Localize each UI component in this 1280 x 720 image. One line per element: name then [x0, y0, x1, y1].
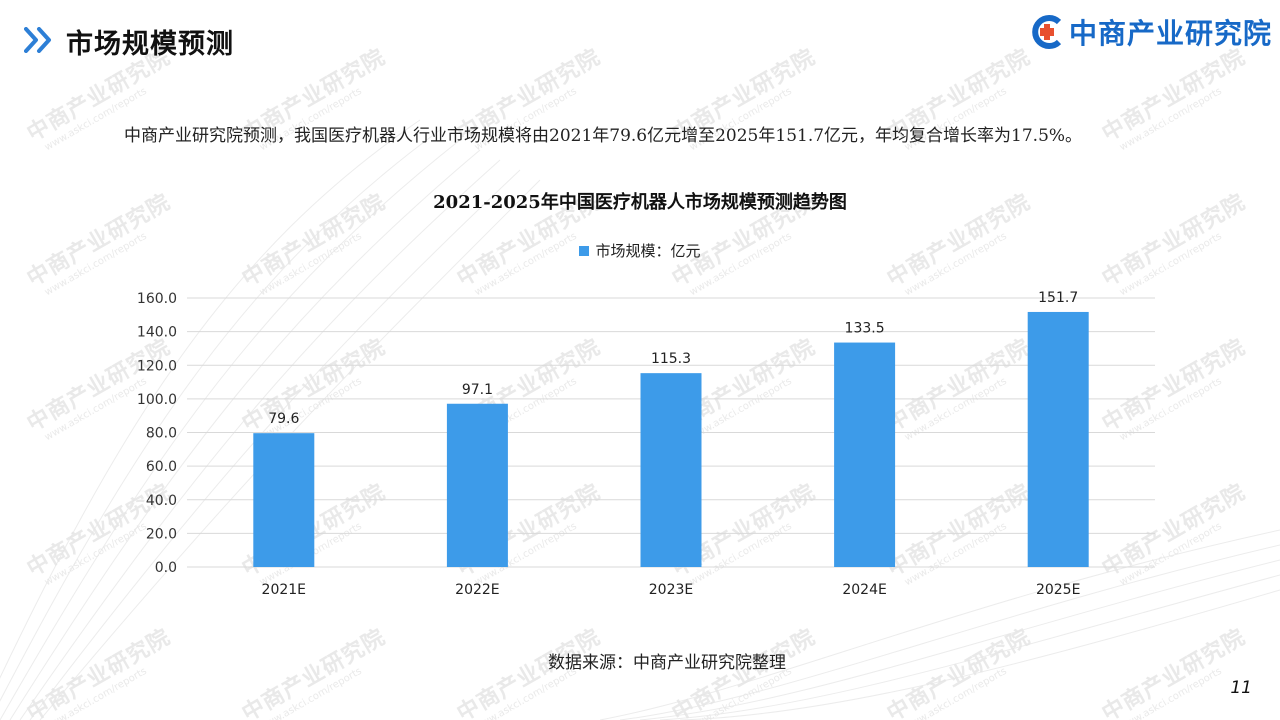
chart-title: 2021-2025年中国医疗机器人市场规模预测趋势图	[433, 192, 847, 213]
legend-swatch	[579, 245, 590, 256]
bar-2024E	[834, 342, 896, 567]
brand-logo-group: 中商产业研究院	[1029, 12, 1272, 52]
y-tick-label: 0.0	[155, 560, 177, 576]
bar-2022E	[446, 403, 508, 567]
y-tick-label: 40.0	[146, 493, 177, 509]
bar-2023E	[640, 373, 702, 567]
data-label: 79.6	[268, 411, 299, 427]
intro-paragraph: 中商产业研究院预测，我国医疗机器人行业市场规模将由2021年79.6亿元增至20…	[124, 126, 1083, 146]
data-source-note: 数据来源：中商产业研究院整理	[548, 653, 786, 673]
x-tick-label: 2024E	[842, 582, 886, 598]
chart-legend: 市场规模：亿元	[0, 240, 1280, 261]
data-label: 97.1	[462, 382, 493, 398]
chart-data-labels: 79.6 97.1 115.3 133.5 151.7	[268, 290, 1078, 427]
brand-logo-icon	[1032, 15, 1062, 49]
x-tick-label: 2021E	[262, 582, 306, 598]
data-label: 115.3	[651, 351, 691, 367]
x-tick-label: 2022E	[455, 582, 499, 598]
y-tick-label: 160.0	[137, 291, 177, 307]
brand-name: 中商产业研究院	[1068, 17, 1272, 50]
x-tick-label: 2023E	[649, 582, 693, 598]
y-tick-label: 120.0	[137, 358, 177, 374]
page-title: 市场规模预测	[66, 29, 234, 60]
y-tick-label: 60.0	[146, 459, 177, 475]
x-axis-tick-labels: 2021E 2022E 2023E 2024E 2025E	[262, 582, 1081, 598]
data-label: 151.7	[1038, 290, 1078, 306]
x-tick-label: 2025E	[1036, 582, 1080, 598]
y-tick-label: 20.0	[146, 526, 177, 542]
chart-bars	[253, 311, 1089, 567]
double-chevron-right-icon	[24, 27, 51, 53]
y-axis-tick-labels: 0.0 20.0 40.0 60.0 80.0 100.0 120.0 140.0 160.0	[137, 291, 177, 576]
y-tick-label: 80.0	[146, 426, 177, 442]
page-number: 11	[1230, 678, 1252, 698]
bar-2021E	[253, 433, 315, 567]
legend-label: 市场规模：亿元	[595, 242, 701, 260]
bar-2025E	[1027, 311, 1089, 567]
data-label: 133.5	[845, 321, 885, 337]
y-tick-label: 100.0	[137, 392, 177, 408]
y-tick-label: 140.0	[137, 325, 177, 341]
